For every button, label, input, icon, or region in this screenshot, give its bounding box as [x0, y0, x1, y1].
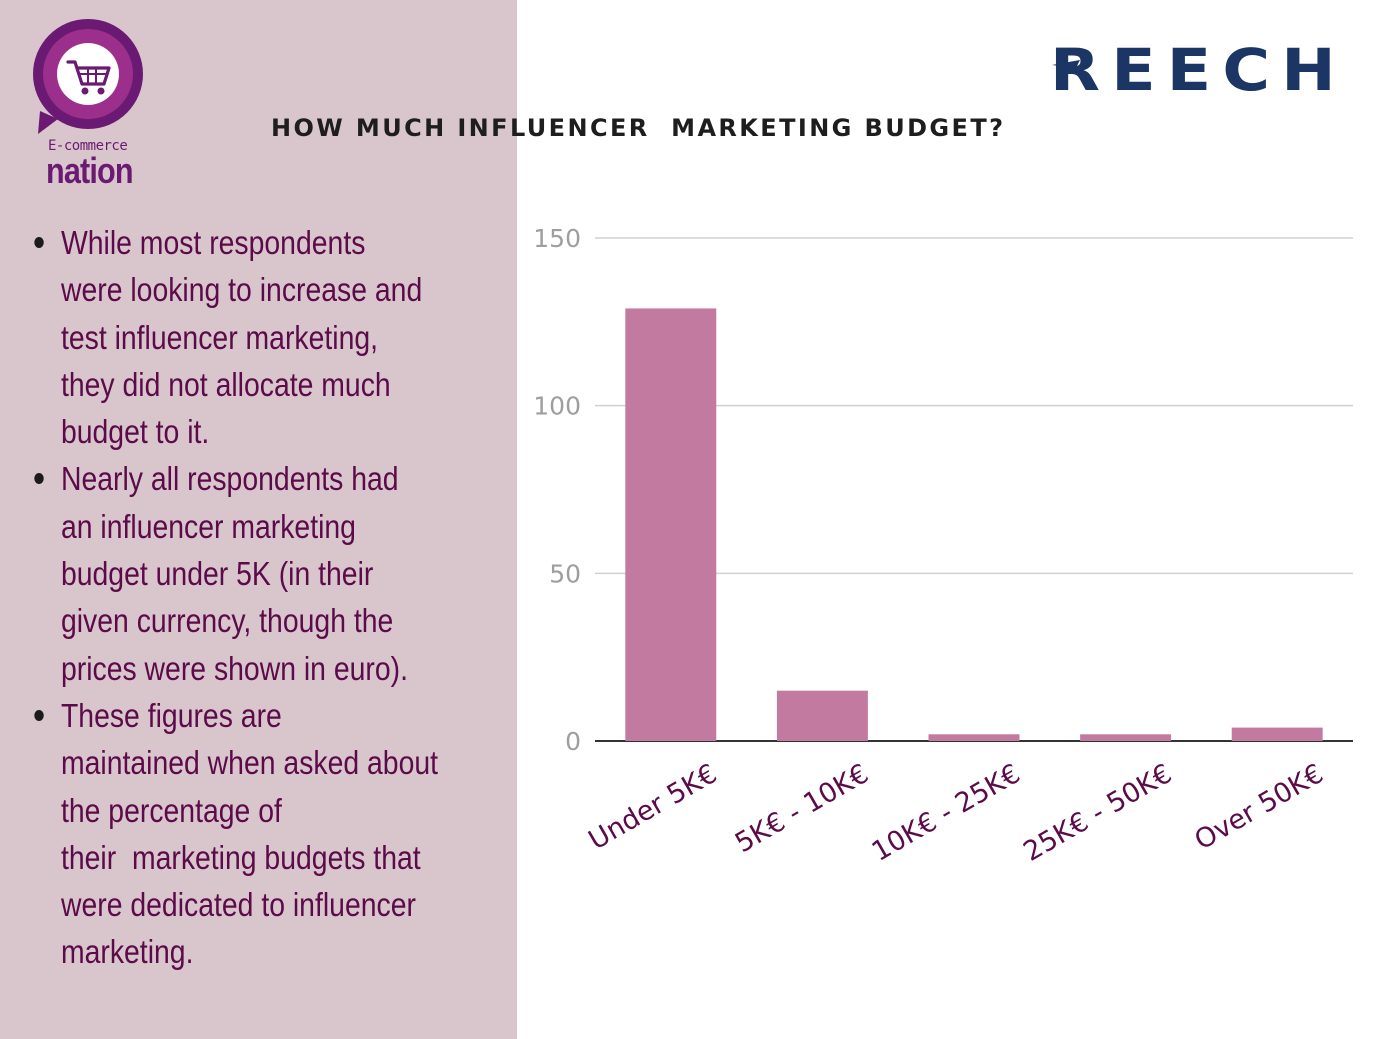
- y-tick-label: 150: [533, 224, 581, 253]
- bullet-item-line: the percentage of: [60, 791, 282, 829]
- bullet-item-line: budget under 5K (in their: [60, 555, 374, 593]
- bullet-dot: [34, 473, 44, 485]
- reech-logo-text: REECH: [1050, 36, 1347, 104]
- x-category-label: Over 50K€: [1190, 758, 1329, 856]
- chart-svg: 0 50 100 150 Under 5K€ 5K€ - 10K€10K€ - 25K€2…: [533, 224, 1353, 868]
- bullet-item-line: prices were shown in euro).: [60, 649, 408, 687]
- bullet-item-line: an influencer marketing: [60, 507, 356, 545]
- page-title: HOW MUCH INFLUENCER MARKETING BUDGET?: [271, 114, 1006, 142]
- x-category-label: 10K€ - 25K€: [867, 758, 1026, 868]
- bullet-item-line: were dedicated to influencer: [60, 886, 416, 924]
- x-category-label: 25K€ - 50K€: [1018, 758, 1177, 868]
- left-panel: [0, 0, 517, 1039]
- bullet-item-start: While most respondents: [30, 219, 434, 266]
- bar: [928, 734, 1020, 741]
- ecommerce-nation-logo: E-commerce nation: [30, 16, 150, 196]
- bullet-item-line: budget to it.: [60, 413, 210, 451]
- bullet-item-start: These figures are: [30, 692, 434, 739]
- x-category-label: 5K€ - 10K€: [730, 758, 874, 859]
- y-tick-label: 0: [565, 727, 581, 756]
- bar: [1080, 734, 1172, 741]
- y-tick-label: 50: [549, 559, 581, 588]
- bullet-dot: [34, 709, 44, 721]
- reech-logo: REECH: [1050, 40, 1360, 100]
- logo-small-text: E-commerce: [48, 138, 128, 154]
- x-category-label: Under 5K€: [583, 758, 722, 856]
- bullet-item-line: marketing.: [60, 933, 194, 971]
- bullet-item-start: Nearly all respondents had: [30, 455, 434, 502]
- bar: [1231, 727, 1323, 741]
- bullet-item-line: were looking to increase and: [60, 271, 423, 309]
- bar: [776, 690, 868, 741]
- budget-bar-chart: 0 50 100 150 Under 5K€ 5K€ - 10K€ 10K€ - 25K€ 2…: [517, 180, 1377, 904]
- logo-big-text: nation: [46, 150, 134, 191]
- reech-logo-mark-icon: [1052, 60, 1080, 68]
- bullet-item-line: their marketing budgets that: [60, 838, 421, 876]
- bullet-item-line: test influencer marketing,: [60, 318, 379, 356]
- y-tick-label: 100: [533, 392, 581, 421]
- bar: [625, 308, 717, 741]
- bullet-item-line: given currency, though the: [60, 602, 394, 640]
- bullet-item-line: maintained when asked about: [60, 744, 439, 782]
- bullet-list: While most respondents were looking to in…: [30, 219, 500, 976]
- bullet-item-line: they did not allocate much: [60, 365, 391, 403]
- bullet-dot: [34, 237, 44, 248]
- shopping-cart-icon: [33, 19, 143, 134]
